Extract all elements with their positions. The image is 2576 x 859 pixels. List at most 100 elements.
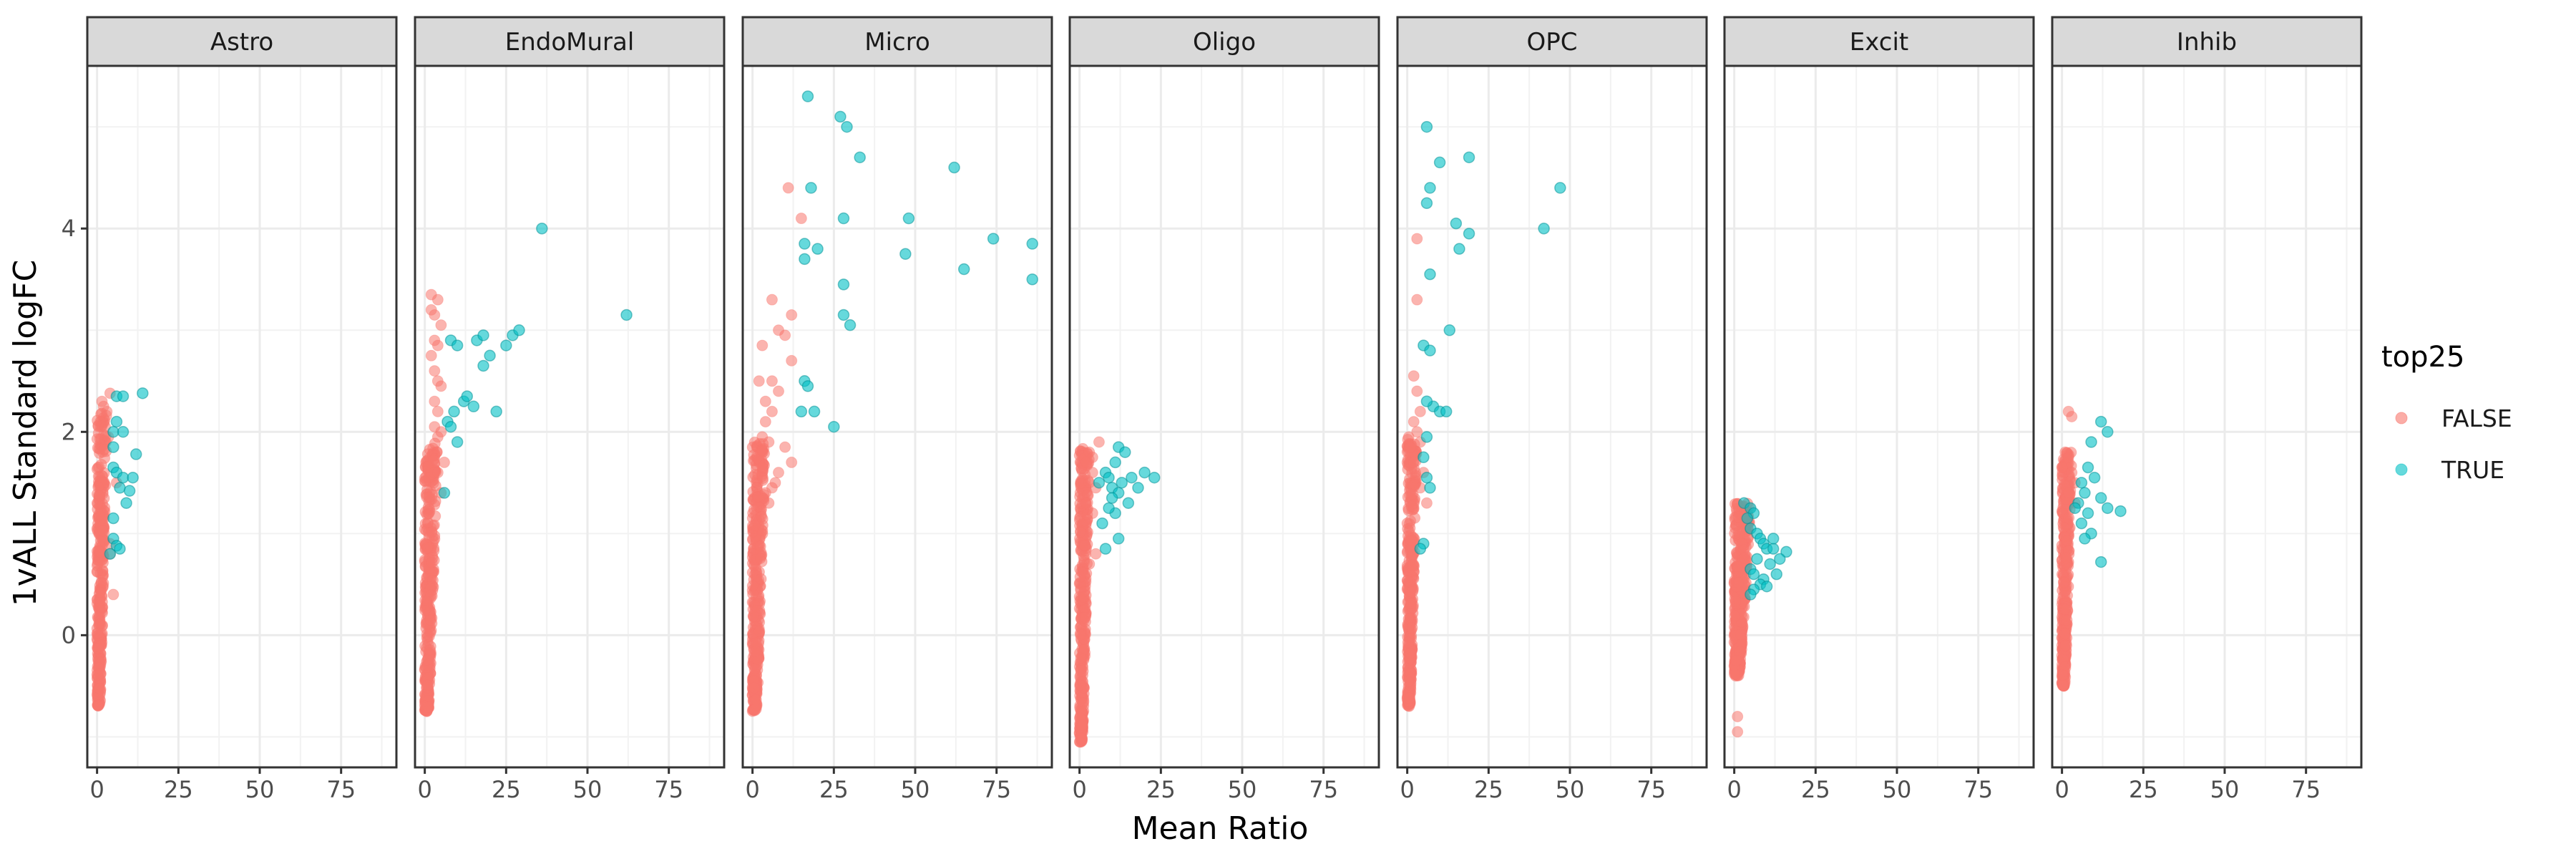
legend-swatch [2395, 412, 2408, 424]
point-false [101, 405, 113, 417]
x-tick-label: 25 [1801, 776, 1830, 803]
point-true [1103, 471, 1115, 484]
point-false [1083, 558, 1096, 570]
point-true [467, 400, 480, 413]
point-false [1411, 233, 1423, 245]
point-false [786, 309, 798, 321]
point-false [94, 586, 106, 598]
point-true [1132, 482, 1144, 494]
point-true [1764, 558, 1776, 571]
panel-background [415, 66, 724, 767]
point-false [759, 395, 771, 407]
point-false [1405, 598, 1418, 610]
point-true [1109, 456, 1121, 469]
point-false [1079, 611, 1091, 623]
point-false [782, 182, 794, 194]
point-true [1453, 243, 1465, 255]
point-true [2069, 502, 2082, 515]
point-false [2066, 411, 2078, 422]
point-false [779, 441, 791, 453]
point-false [2062, 487, 2074, 499]
point-false [1076, 719, 1088, 732]
point-true [1424, 182, 1436, 194]
point-true [2088, 471, 2101, 484]
y-tick-label: 0 [62, 621, 76, 649]
x-tick-label: 50 [2210, 776, 2240, 803]
panel-border [1723, 64, 2035, 769]
x-tick-label: 50 [901, 776, 930, 803]
point-false [763, 497, 775, 509]
point-false [763, 436, 775, 448]
point-true [107, 512, 119, 525]
x-tick-label: 50 [245, 776, 275, 803]
facet-strip [1068, 16, 1380, 67]
point-true [444, 420, 457, 433]
point-true [114, 482, 126, 494]
point-false [2059, 603, 2072, 616]
point-false [1404, 522, 1416, 534]
point-true [1116, 477, 1128, 489]
point-false [1075, 629, 1087, 641]
point-false [786, 354, 798, 367]
point-true [120, 497, 132, 509]
panel-border [741, 64, 1053, 769]
panel-background [743, 66, 1052, 767]
point-false [1093, 436, 1105, 448]
point-true [799, 253, 811, 266]
facet-panel-opc: OPC 0 25 50 75 [1396, 16, 1708, 803]
point-true [2082, 461, 2094, 474]
point-true [1420, 395, 1433, 407]
point-true [1126, 471, 1138, 484]
point-false [756, 510, 768, 523]
point-true [477, 329, 489, 341]
panel-border [2051, 64, 2363, 769]
point-true [1138, 466, 1151, 479]
x-tick-label: 50 [1556, 776, 1585, 803]
point-false [759, 487, 771, 499]
facet-panel-inhib: Inhib 0 25 50 75 [2051, 16, 2363, 803]
facet-label: Oligo [1193, 28, 1256, 57]
x-tick-label: 75 [1636, 776, 1666, 803]
point-true [2079, 487, 2091, 499]
point-false [1407, 416, 1420, 428]
point-false [425, 349, 437, 361]
point-true [837, 278, 850, 291]
point-true [805, 182, 817, 194]
point-true [1418, 451, 1430, 464]
point-true [1751, 553, 1763, 566]
point-true [451, 436, 464, 448]
x-tick-label: 25 [492, 776, 521, 803]
point-false [766, 375, 778, 387]
point-false [1420, 497, 1433, 509]
point-false [94, 546, 106, 558]
point-false [1086, 467, 1098, 479]
point-false [1075, 665, 1087, 677]
point-true [1774, 553, 1786, 566]
point-true [811, 243, 824, 255]
point-false [91, 433, 103, 445]
panel-background [87, 66, 396, 767]
point-false [1729, 610, 1741, 622]
point-false [93, 509, 105, 521]
point-false [1080, 497, 1092, 509]
legend-key-false: FALSE [2383, 399, 2512, 437]
point-true [1026, 273, 1038, 286]
point-true [1538, 222, 1550, 235]
point-false [1090, 548, 1102, 560]
point-false [421, 542, 434, 554]
point-true [137, 387, 149, 399]
facet-strip [1396, 16, 1708, 67]
point-false [748, 681, 761, 694]
point-false [756, 445, 769, 457]
point-false [1406, 622, 1418, 634]
point-true [1440, 405, 1453, 418]
point-true [1112, 533, 1125, 545]
point-false [1739, 552, 1751, 564]
point-true [837, 212, 850, 225]
point-false [438, 456, 450, 468]
y-axis-title: 1vALL Standard logFC [7, 260, 44, 606]
point-false [429, 421, 441, 433]
point-true [837, 309, 850, 321]
point-true [854, 151, 866, 164]
point-true [2094, 492, 2107, 504]
